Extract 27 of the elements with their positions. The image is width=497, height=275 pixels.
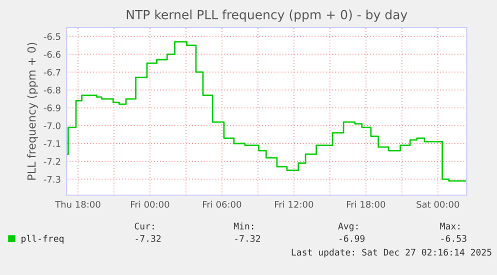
text: -6.53: [441, 235, 466, 242]
y-tick-label: -6.6: [44, 51, 60, 58]
x-tick-label: Fri 12:00: [274, 200, 314, 208]
y-axis-title: PLL frequency (ppm + 0): [27, 42, 38, 180]
text: -6.99: [340, 235, 365, 242]
y-tick-label: -6.9: [44, 104, 60, 112]
chart-title: NTP kernel PLL frequency (ppm + 0) - by day: [126, 10, 408, 22]
y-tick-label: -6.5: [44, 33, 60, 40]
legend-label: pll-freq: [22, 234, 64, 244]
y-tick-label: -7.2: [44, 158, 60, 165]
x-tick-label: Fri 18:00: [346, 200, 386, 208]
x-tick-label: Fri 00:00: [131, 200, 170, 208]
text: -7.32: [136, 235, 161, 242]
y-tick-label: -7.0: [44, 122, 60, 130]
y-tick-label: -7.1: [44, 140, 60, 147]
text: Avg:: [338, 222, 358, 232]
text: Last update: Sat Dec 27 02:16:14 2025: [292, 248, 492, 258]
y-tick-label: -7.3: [44, 176, 60, 183]
text: -7.32: [235, 235, 260, 242]
text: Min:: [234, 222, 254, 230]
x-tick-label: Sat 00:00: [416, 200, 460, 208]
y-tick-label: -6.8: [44, 86, 60, 94]
x-tick-label: Fri 06:00: [203, 200, 242, 208]
text: Max:: [440, 222, 460, 230]
text: Cur:: [134, 222, 154, 230]
y-tick-label: -6.7: [44, 68, 60, 76]
x-tick-label: Thu 18:00: [55, 200, 100, 208]
